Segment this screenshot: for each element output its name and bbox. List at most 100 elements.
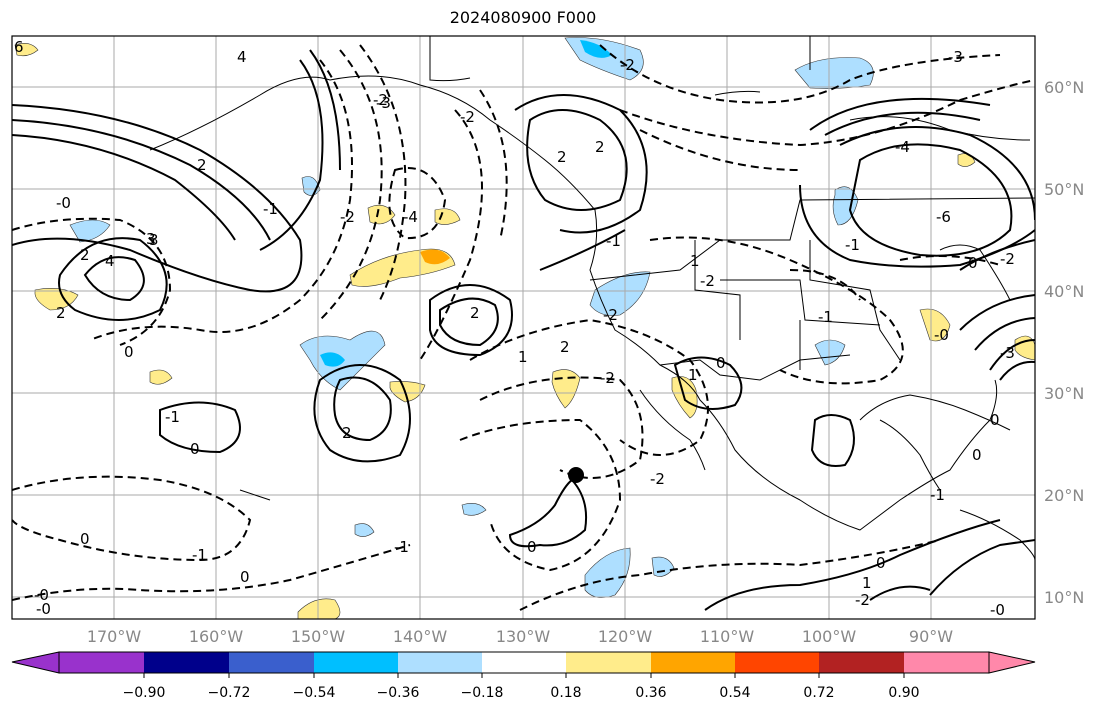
contour-label: 2 <box>557 148 567 166</box>
contour-label: 0 <box>80 530 90 548</box>
contour-label: -3 <box>1000 344 1015 362</box>
colorbar-segment <box>59 652 144 673</box>
colorbar-frame <box>58 651 990 674</box>
lat-label: 30°N <box>1044 384 1084 403</box>
colorbar-tick-label: −0.18 <box>461 685 504 701</box>
colorbar-tick-label: 0.18 <box>550 685 581 701</box>
contour-label: 0 <box>190 440 200 458</box>
contour-label: -1 <box>263 200 278 218</box>
contour-label: -2 <box>600 369 615 387</box>
lon-label: 90°W <box>909 627 953 646</box>
latitude-labels: 60°N 50°N 40°N 30°N 20°N 10°N <box>1044 78 1084 607</box>
contour-label: -1 <box>394 538 409 556</box>
contour-label: -3 <box>376 94 391 112</box>
colorbar-segment <box>314 652 398 673</box>
shaded-fields <box>14 37 1035 619</box>
lon-label: 120°W <box>598 627 653 646</box>
contour-label: -2 <box>1000 250 1015 268</box>
contour-label: -0 <box>934 326 949 344</box>
colorbar: −0.90 −0.72 −0.54 −0.36 −0.18 0.18 0.36 … <box>11 651 1036 701</box>
contours-negative <box>12 44 1035 611</box>
colorbar-extend-low <box>11 651 60 674</box>
contour-label: 0 <box>876 554 886 572</box>
colorbar-segment <box>819 652 904 673</box>
contour-label: 0 <box>990 411 1000 429</box>
colorbar-segment <box>904 652 989 673</box>
contour-label: -1 <box>845 236 860 254</box>
lat-label: 60°N <box>1044 78 1084 97</box>
contour-label: 2 <box>342 424 352 442</box>
contour-label: -1 <box>165 408 180 426</box>
contour-label: -4 <box>403 208 418 226</box>
colorbar-segment <box>735 652 819 673</box>
contour-label: -4 <box>895 138 910 156</box>
contour-label: -2 <box>460 108 475 126</box>
storm-center-dot <box>568 467 584 483</box>
colorbar-tick-label: −0.36 <box>377 685 420 701</box>
contour-label: -2 <box>340 208 355 226</box>
lon-label: 110°W <box>700 627 755 646</box>
contour-label: 1 <box>518 348 528 366</box>
contour-label: 0 <box>968 254 978 272</box>
lat-label: 40°N <box>1044 282 1084 301</box>
contour-label: -6 <box>936 208 951 226</box>
contour-label: 2 <box>595 138 605 156</box>
colorbar-extend-high <box>988 651 1036 674</box>
lat-label: 10°N <box>1044 588 1084 607</box>
contour-label: -1 <box>606 232 621 250</box>
longitude-labels: 170°W 160°W 150°W 140°W 130°W 120°W 110°… <box>87 627 953 646</box>
colorbar-tick-label: 0.54 <box>719 685 750 701</box>
lon-label: 170°W <box>87 627 142 646</box>
colorbar-segment <box>482 652 566 673</box>
contour-label: -0 <box>990 601 1005 619</box>
colorbar-segment <box>398 652 482 673</box>
lon-label: 100°W <box>802 627 857 646</box>
contour-label: 2 <box>560 338 570 356</box>
contour-label: -2 <box>373 91 388 109</box>
contour-label: 2 <box>56 304 66 322</box>
lat-label: 20°N <box>1044 486 1084 505</box>
contour-label: -2 <box>700 272 715 290</box>
contour-label: 6 <box>14 38 24 56</box>
lon-label: 140°W <box>393 627 448 646</box>
colorbar-tick-label: −0.54 <box>293 685 336 701</box>
gridlines <box>12 36 1035 619</box>
contour-label: -1 <box>192 546 207 564</box>
contour-label: 0 <box>124 343 134 361</box>
contour-label: 0 <box>527 538 537 556</box>
contour-label: -0 <box>56 194 71 212</box>
colorbar-segment <box>144 652 229 673</box>
lon-label: 130°W <box>496 627 551 646</box>
coastlines <box>149 36 1035 561</box>
contour-label: 0 <box>716 354 726 372</box>
contour-label: 1 <box>690 252 700 270</box>
colorbar-tick-label: 0.90 <box>888 685 919 701</box>
lat-label: 50°N <box>1044 180 1084 199</box>
colorbar-segment <box>229 652 314 673</box>
contour-label: -0 <box>34 586 49 604</box>
lon-label: 150°W <box>291 627 346 646</box>
contour-label: -2 <box>620 56 635 74</box>
lon-label: 160°W <box>189 627 244 646</box>
map-title: 2024080900 F000 <box>449 8 597 27</box>
contour-label: -1 <box>818 308 833 326</box>
contour-label: -0 <box>36 600 51 618</box>
contour-label: 1 <box>862 574 872 592</box>
contour-label: 0 <box>240 568 250 586</box>
contour-label: -2 <box>650 470 665 488</box>
contour-label: 3 <box>149 231 159 249</box>
contour-label: 2 <box>470 304 480 322</box>
colorbar-segment <box>566 652 651 673</box>
map-frame <box>11 35 1036 620</box>
contour-label: 0 <box>972 446 982 464</box>
colorbar-tick-label: 0.72 <box>803 685 834 701</box>
contour-label: -2 <box>855 591 870 609</box>
contour-label: 2 <box>197 156 207 174</box>
contour-label: -1 <box>930 486 945 504</box>
contour-label: 1 <box>688 366 698 384</box>
colorbar-tick-label: −0.90 <box>123 685 166 701</box>
contour-labels: 6 4 3 2 -2 -3 2 -2 2 -0 0 -2 -4 2 3 4 2 … <box>14 38 1015 619</box>
contour-label: -3 <box>948 48 963 66</box>
contour-label: 4 <box>105 252 115 270</box>
